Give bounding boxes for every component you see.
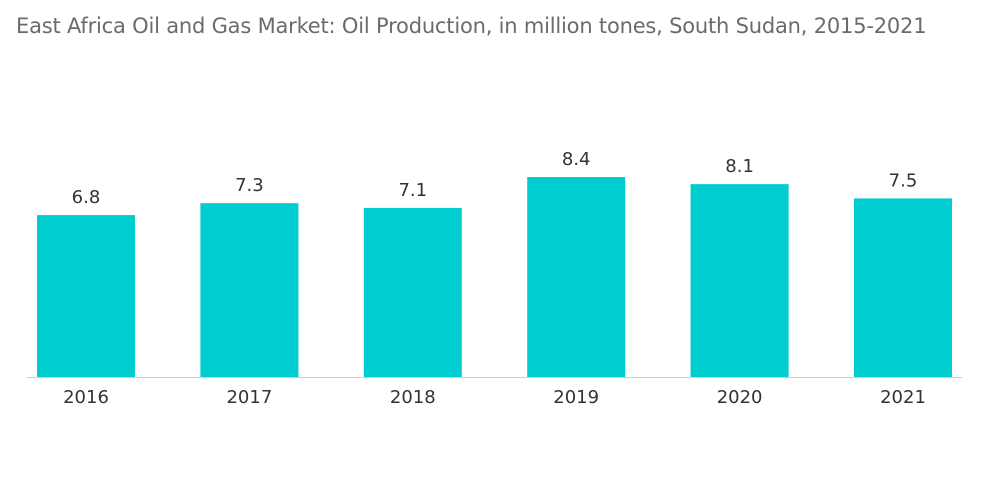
bar-2021 bbox=[854, 198, 952, 377]
bar-2016 bbox=[37, 215, 135, 377]
bar-2019 bbox=[527, 177, 626, 377]
bar-2017 bbox=[200, 203, 299, 377]
x-tick-labels-group: 2016 2017 2018 2019 2020 2021 bbox=[63, 387, 926, 408]
bar-2018 bbox=[363, 207, 462, 377]
bars-group bbox=[37, 177, 952, 377]
x-tick-label-2018: 2018 bbox=[390, 387, 436, 408]
x-tick-label-2017: 2017 bbox=[226, 387, 272, 408]
data-label-2016: 6.8 bbox=[72, 187, 101, 208]
data-label-2019: 8.4 bbox=[562, 149, 591, 170]
chart-title: East Africa Oil and Gas Market: Oil Prod… bbox=[16, 14, 927, 38]
x-tick-label-2019: 2019 bbox=[553, 387, 599, 408]
x-tick-label-2016: 2016 bbox=[63, 387, 109, 408]
data-label-2018: 7.1 bbox=[398, 180, 427, 201]
bar-2020 bbox=[690, 184, 789, 377]
data-labels-group: 6.8 7.3 7.1 8.4 8.1 7.5 bbox=[72, 149, 918, 208]
x-tick-label-2020: 2020 bbox=[717, 387, 763, 408]
data-label-2021: 7.5 bbox=[889, 170, 918, 191]
data-label-2020: 8.1 bbox=[725, 156, 754, 177]
x-tick-label-2021: 2021 bbox=[880, 387, 926, 408]
data-label-2017: 7.3 bbox=[235, 175, 264, 196]
